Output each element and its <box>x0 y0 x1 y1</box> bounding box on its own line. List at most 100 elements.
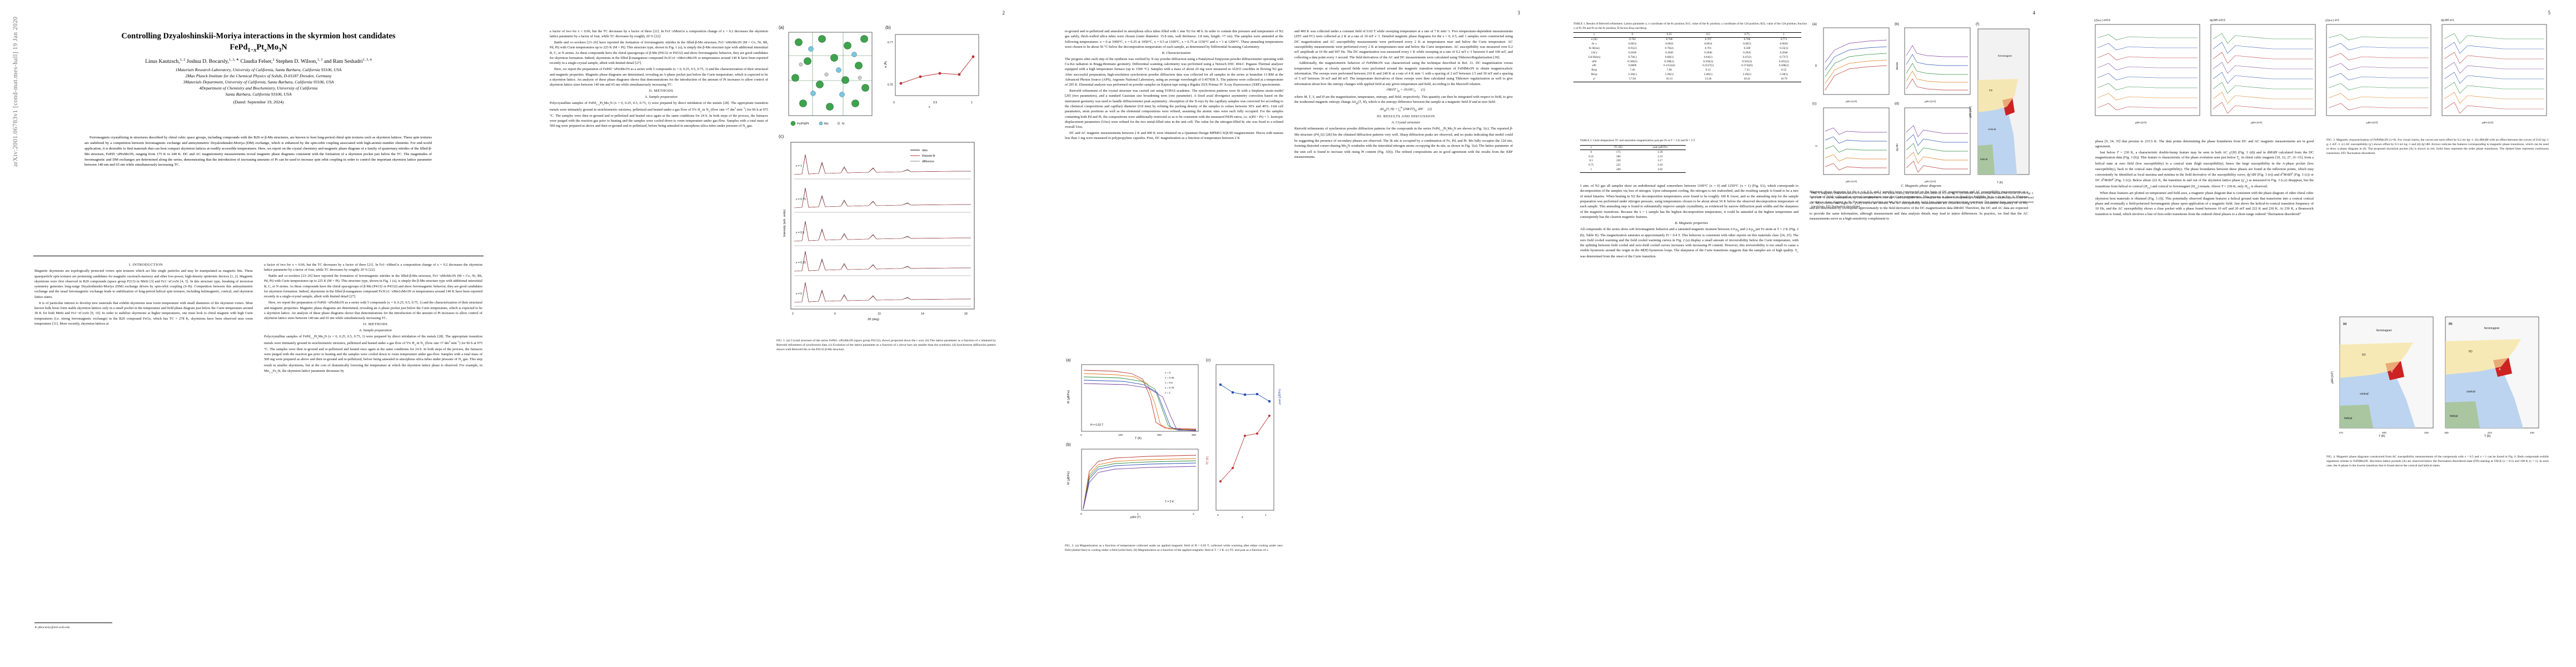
page-number-3: 3 <box>1517 10 1521 16</box>
svg-text:T (K): T (K) <box>2379 435 2385 438</box>
table-row: nPt 0.0000 0.1252(4) 0.2527(5) 0.3742(6) 0.50… <box>1573 64 1801 68</box>
svg-text:μ0H (mT): μ0H (mT) <box>1925 100 1936 103</box>
svg-text:200: 200 <box>2382 431 2386 434</box>
svg-text:6: 6 <box>834 312 836 316</box>
t1-r4-c1: 0.68(1) <box>1665 55 1674 59</box>
t1-r6-c0: 0.0000 <box>1628 64 1637 68</box>
table-row: a (Å) 6.762 6.766 6.767 6.766 6.771 <box>1573 37 1801 42</box>
page-3: 3 re-ground and re-pelletized and anneal… <box>1030 0 1546 667</box>
svg-text:μ0H (mT): μ0H (mT) <box>2331 371 2334 384</box>
svg-text:1: 1 <box>1265 514 1267 517</box>
svg-text:A: A <box>2391 370 2393 374</box>
svg-text:1: 1 <box>971 101 973 104</box>
subsection-magnetic-properties: B. Magnetic properties <box>1675 221 1708 225</box>
fig2-panel-b-label: (b) <box>1066 443 1071 447</box>
svg-text:FD: FD <box>1989 89 1993 92</box>
svg-text:TC (K): TC (K) <box>1206 456 1209 465</box>
svg-text:x = 0: x = 0 <box>796 292 802 296</box>
fig3d-dchidH: μ0H (mT) dχ′/dH <box>1896 107 1971 183</box>
figure-4: helical conical A FD ferromagnet (a) T (K)… <box>2326 311 2549 468</box>
fig1-panel-d-label: (c) <box>779 134 784 139</box>
footnote-email: ∗ jdbocarsly@mrl.ucsb.edu <box>34 626 70 629</box>
svg-text:x = 0.25: x = 0.25 <box>796 261 806 265</box>
svg-text:0: 0 <box>1217 514 1219 517</box>
svg-text:ferromagnet: ferromagnet <box>2484 327 2500 330</box>
abstract-text: Ferromagnets crystallizing in structures… <box>84 136 432 167</box>
t2-r1-c2: 2.21 <box>1657 155 1663 158</box>
crystal-structure-drawing: Fe/Pd/Pt Mo N <box>788 32 873 126</box>
table-row: 8c x 0.0654 0.0656 0.0654 0.0653 0.0650 <box>1573 42 1801 47</box>
t1-r3-c0: 0.2046 <box>1628 51 1637 54</box>
figure-4-caption: FIG. 4. Magnetic phase diagrams construc… <box>2326 455 2549 468</box>
figure-1-caption: FIG. 1. (a) Crystal structure of the ser… <box>776 339 996 352</box>
page-1: arXiv:2001.06783v1 [cond-mat.mes-hall] 1… <box>0 0 515 667</box>
p2c1-methods: Polycrystalline samples of FePd1−xPtxMo3… <box>550 101 768 129</box>
t1-r4-c3: 0.47(2) <box>1742 55 1751 59</box>
figure-5-top: χ′(a.u.) x=0.5 dχ′/dH x=0.5 χ′(a.u.) x=1… <box>2089 17 2550 136</box>
section-heading-results: III. RESULTS AND DISCUSSION <box>1377 114 1435 118</box>
table-row: χ² 17.04 16.13 13.36 30.41 10.79 <box>1573 77 1801 82</box>
fig3-panel-f-label: (f) <box>1976 22 1979 26</box>
fig3f-phase-diagram: helical conical A FD ferromagnet T (K) μ… <box>1969 28 2030 185</box>
t1-r8-c1: 2.38(1) <box>1665 73 1674 77</box>
fig5-panel-1: μ0H (mT) <box>2095 24 2200 125</box>
svg-text:x = 0.75: x = 0.75 <box>796 198 806 201</box>
table-row: nPd 0.500(3) 0.500(1) 0.503(3) 0.501(2) 0.491… <box>1573 59 1801 64</box>
t1-r6-c2: 0.2527(5) <box>1702 64 1714 68</box>
svg-text:0.5: 0.5 <box>933 101 937 104</box>
t1-col-3: 0.5 <box>1706 33 1710 37</box>
table-row: Rexp 2.28(1) 2.38(1) 2.40(1) 2.49(1) 2.58(1) <box>1573 73 1801 77</box>
table-row: 12d y 0.2046 0.2046 0.2046 0.2045 0.2046 <box>1573 51 1801 56</box>
t1-r1-c3: 0.0653 <box>1743 42 1751 46</box>
svg-text:Rietveld fit: Rietveld fit <box>922 155 935 158</box>
dated-line: (Dated: September 19, 2024) <box>233 99 284 104</box>
equation-2: ΔSM(T, H) = ∫0H (∂M/∂T)H′ dH′ (2) <box>1379 106 1432 112</box>
p2c1-para-2: Battle and co-workers [23–26] have repor… <box>550 41 768 66</box>
svg-text:2: 2 <box>1193 512 1194 516</box>
svg-text:x = 0.5: x = 0.5 <box>1165 381 1173 384</box>
svg-text:μsat (μB/Fe): μsat (μB/Fe) <box>1278 389 1282 405</box>
t1-col-1: 0 <box>1631 33 1633 37</box>
p3c2-para-2: Additionally, the magnetometric behavior… <box>1294 61 1513 86</box>
svg-text:Intensity (arb. units): Intensity (arb. units) <box>783 210 786 237</box>
t1-r7-label: Rwp <box>1591 68 1597 72</box>
fig1-panel-a-label: (a) <box>779 25 784 30</box>
t1-r7-c4: 8.52 <box>1781 68 1787 72</box>
affiliation-5: Santa Barbara, California 93106, USA <box>225 92 292 97</box>
svg-text:helical: helical <box>2450 415 2458 418</box>
region-FD <box>1978 79 2018 112</box>
svg-text:Fe/Pd/Pt: Fe/Pd/Pt <box>797 122 809 126</box>
t1-r6-c1: 0.1252(4) <box>1663 64 1675 68</box>
p3c2-para-3: where M, T, S, and H are the magnetizati… <box>1294 94 1513 105</box>
region-helical <box>2340 405 2373 428</box>
figure-5-top-graphic: χ′(a.u.) x=0.5 dχ′/dH x=0.5 χ′(a.u.) x=1… <box>2094 19 2547 125</box>
table-row: 1 240 2.02 <box>1580 168 1686 173</box>
t1-r2-c0: 0.91(2) <box>1628 46 1637 50</box>
figure-4-graphic: helical conical A FD ferromagnet (a) T (K)… <box>2331 316 2539 438</box>
table-row: 0.5 220 2.17 <box>1580 159 1686 163</box>
table-row: x TC (K) μsat (μB/Fe) <box>1580 145 1686 150</box>
fig3b-dMdH: μ0H (mT) dM/dH <box>1896 27 1971 103</box>
svg-text:FD: FD <box>2362 354 2366 357</box>
svg-text:6.77: 6.77 <box>888 41 893 44</box>
subsection-sample-prep: A. Sample preparation <box>359 328 392 333</box>
svg-text:6.76: 6.76 <box>888 83 893 87</box>
fig5-panel-3: μ0H (mT) <box>2326 24 2431 125</box>
page-5: 5 χ′(a.u.) x=0.5 dχ′/dH x=0.5 χ′(a.u.) x… <box>2061 0 2576 667</box>
svg-text:FD: FD <box>2469 350 2473 354</box>
t1-r2-c1: 0.70(2) <box>1665 46 1674 50</box>
svg-text:μ0H (mT): μ0H (mT) <box>2482 121 2494 125</box>
p3c1-para-3: Rietveld refinement of the crystal struc… <box>1065 89 1283 130</box>
p5c1-para-2: Just below T = 230 K, a characteristic d… <box>2095 151 2314 190</box>
svg-text:x = 0: x = 0 <box>1165 371 1171 374</box>
t1-r5-c4: 0.491(2) <box>1778 59 1789 63</box>
page-number-2: 2 <box>1002 10 1005 16</box>
fig2-panel-c-label: (c) <box>1206 359 1210 362</box>
table-row: Rwp 7.46 7.90 8.12 7.33 8.52 <box>1573 68 1801 73</box>
t1-r0-c1: 6.766 <box>1666 38 1673 42</box>
table-1-body: a (Å) 6.762 6.766 6.767 6.766 6.771 8c x 0.065… <box>1573 37 1801 82</box>
svg-text:2: 2 <box>792 312 794 316</box>
figure-3-graphic: (a) μ0H (mT) M (b) <box>1812 22 2030 185</box>
subsection-crystal-structure: A. Crystal structure <box>1391 120 1421 125</box>
fig1-xrd-legend: data Rietveld fit difference <box>910 149 935 163</box>
